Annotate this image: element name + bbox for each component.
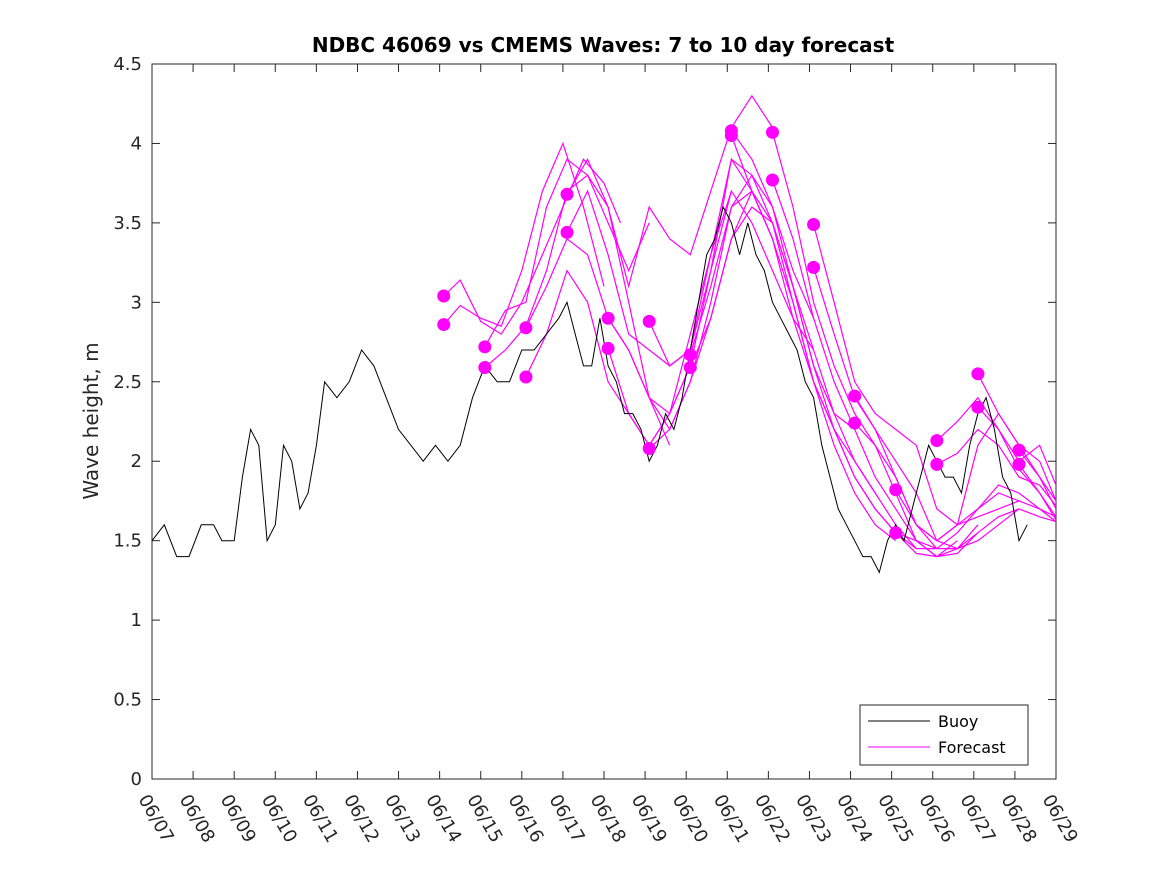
forecast-line-2 (443, 141, 605, 327)
x-tick-label: 06/13 (380, 791, 424, 846)
forecast-line-19 (813, 224, 1020, 526)
forecast-start-point (478, 360, 492, 374)
x-tick-label: 06/14 (421, 791, 465, 846)
forecast-line-16 (730, 135, 958, 558)
y-axis-label: Wave height, m (79, 342, 103, 499)
forecast-line-29 (1018, 449, 1057, 510)
x-tick-label: 06/17 (545, 791, 589, 846)
x-tick-label: 06/07 (134, 791, 178, 846)
y-tick-label: 2 (131, 451, 142, 472)
legend: Buoy Forecast (859, 704, 1029, 766)
y-tick-label: 0.5 (113, 690, 142, 711)
x-tick-label: 06/08 (175, 791, 219, 846)
x-tick-label: 06/15 (462, 791, 506, 846)
forecast-start-point (519, 321, 533, 335)
y-tick-label: 2.5 (113, 372, 142, 393)
forecast-start-point (683, 360, 697, 374)
legend-buoy-label: Buoy (938, 712, 978, 731)
y-tick-label: 0 (131, 769, 142, 790)
x-tick-label: 06/24 (832, 791, 876, 846)
forecast-start-point (683, 348, 697, 362)
forecast-start-point (519, 370, 533, 384)
x-tick-label: 06/10 (257, 791, 301, 846)
y-tick-label: 1 (131, 610, 142, 631)
y-tick-label: 4 (131, 133, 142, 154)
forecast-start-point (971, 400, 985, 414)
forecast-start-point (642, 314, 656, 328)
forecast-start-point (848, 389, 862, 403)
forecast-start-point (642, 442, 656, 456)
forecast-line-30 (1018, 464, 1057, 521)
y-tick-label: 3.5 (113, 213, 142, 234)
x-tick-label: 06/23 (791, 791, 835, 846)
forecast-start-point (807, 260, 821, 274)
x-tick-label: 06/20 (668, 791, 712, 846)
forecast-start-point (601, 341, 615, 355)
forecast-start-point (807, 217, 821, 231)
forecast-start-point (724, 129, 738, 142)
forecast-start-point (437, 318, 451, 332)
x-tick-label: 06/21 (709, 791, 753, 846)
x-tick-label: 06/22 (750, 791, 794, 846)
forecast-start-point (437, 289, 451, 303)
x-tick-label: 06/26 (914, 791, 958, 846)
y-tick-label: 1.5 (113, 531, 142, 552)
forecast-line-12 (648, 189, 876, 494)
x-tick-label: 06/25 (873, 791, 917, 846)
forecast-start-point (560, 225, 574, 239)
forecast-line-24 (895, 484, 1057, 550)
forecast-line-3 (484, 158, 650, 348)
x-tick-label: 06/11 (298, 791, 342, 846)
y-tick-label: 4.5 (113, 54, 142, 75)
forecast-start-point (971, 367, 985, 381)
x-tick-label: 06/29 (1038, 791, 1082, 846)
x-tick-label: 06/09 (216, 791, 260, 846)
x-tick-label: 06/18 (586, 791, 630, 846)
forecast-line-9 (607, 174, 815, 431)
x-tick-label: 06/27 (955, 791, 999, 846)
forecast-line-22 (854, 422, 1057, 558)
forecast-start-point (848, 416, 862, 430)
legend-forecast-label: Forecast (938, 738, 1006, 757)
chart-title: NDBC 46069 vs CMEMS Waves: 7 to 10 day f… (312, 33, 895, 57)
x-tick-label: 06/19 (627, 791, 671, 846)
y-axis: 0 0.5 1 1.5 2 2.5 3 3.5 4 4.5 (113, 54, 1056, 790)
forecast-line-23 (895, 412, 1057, 542)
forecast-start-point (889, 526, 903, 540)
forecast-line-18 (771, 179, 979, 558)
forecast-line-15 (730, 130, 937, 550)
forecast-line-4 (484, 174, 671, 446)
forecast-start-point (930, 457, 944, 471)
forecast-start-point (930, 434, 944, 448)
forecast-line-26 (936, 428, 1057, 507)
y-tick-label: 3 (131, 292, 142, 313)
forecast-start-points (437, 124, 1026, 540)
x-tick-label: 06/16 (503, 791, 547, 846)
forecast-start-point (478, 340, 492, 354)
plot-area (151, 63, 1057, 780)
forecast-line-7 (566, 94, 774, 289)
forecast-line-11 (648, 158, 856, 430)
forecast-start-point (889, 483, 903, 497)
forecast-start-point (765, 125, 779, 139)
forecast-line-1 (443, 158, 621, 335)
forecast-start-point (1012, 443, 1026, 457)
forecast-start-point (1012, 457, 1026, 471)
forecast-start-point (560, 187, 574, 201)
x-tick-label: 06/28 (997, 791, 1041, 846)
legend-box (859, 704, 1029, 766)
forecast-start-point (601, 311, 615, 325)
forecast-start-point (765, 173, 779, 187)
x-tick-label: 06/12 (339, 791, 383, 846)
